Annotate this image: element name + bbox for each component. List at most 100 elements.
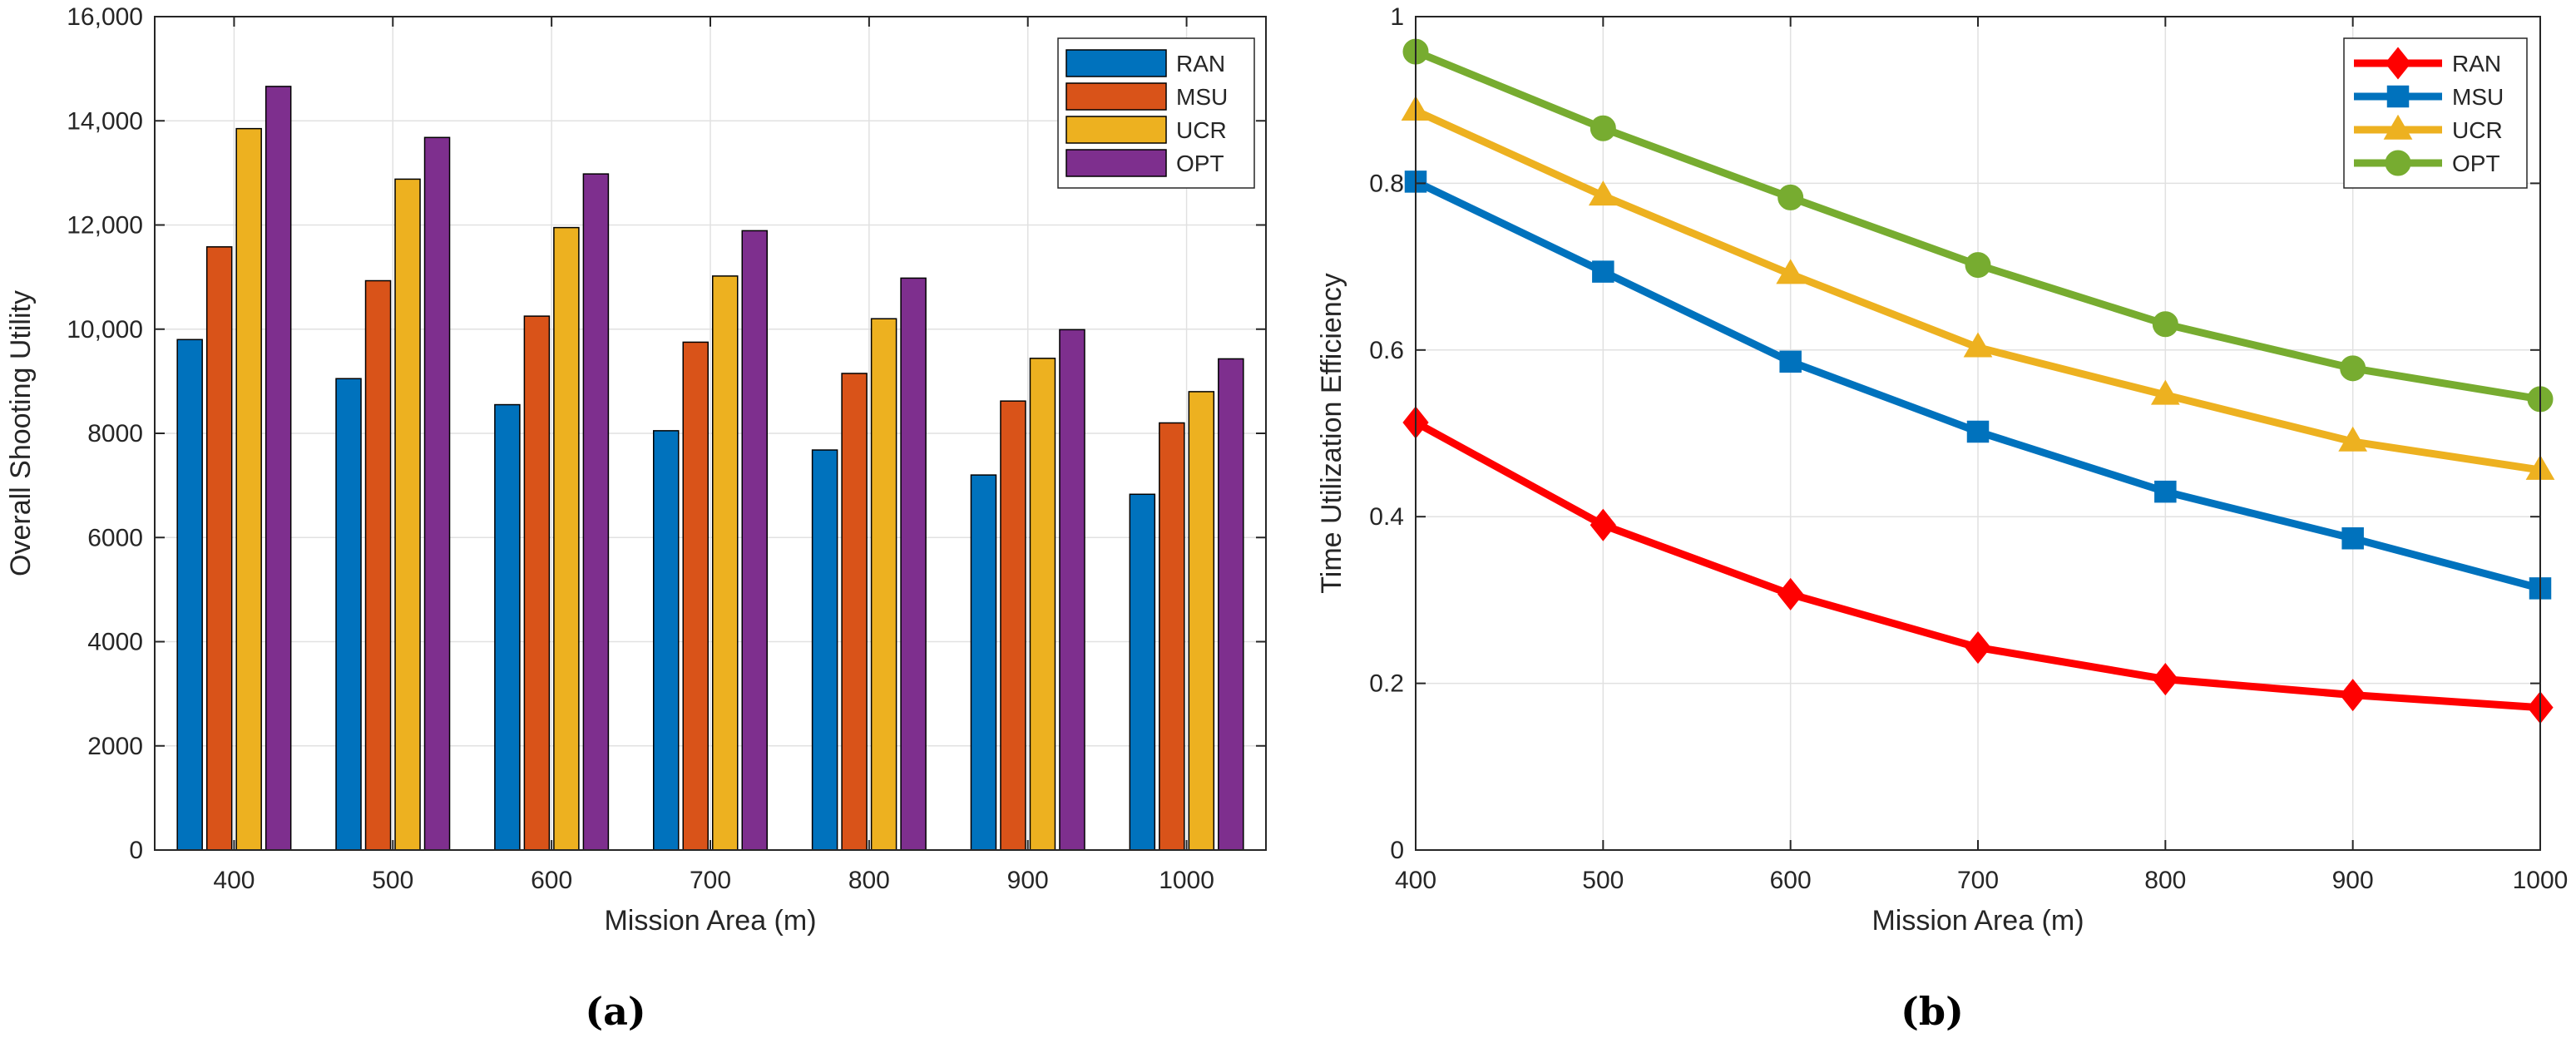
point-ucr-500 — [1588, 180, 1618, 206]
point-opt-600 — [1777, 184, 1804, 210]
point-opt-800 — [2152, 311, 2178, 338]
bar-ucr-1000 — [1188, 391, 1215, 851]
legend-marker-ucr — [2383, 114, 2413, 140]
x-tick-label: 700 — [1957, 867, 1999, 894]
bar-ucr-900 — [1029, 358, 1056, 851]
x-tick-label: 1000 — [2513, 867, 2569, 894]
y-tick-label: 0 — [129, 837, 143, 864]
legend-b: RAN MSU UCR OPT — [2343, 37, 2528, 189]
legend-label-msu: MSU — [2452, 84, 2504, 110]
legend-label-opt: OPT — [1176, 151, 1224, 176]
bar-opt-1000 — [1218, 358, 1244, 851]
point-opt-500 — [1590, 115, 1616, 141]
point-ucr-600 — [1776, 259, 1806, 284]
point-msu-500 — [1592, 260, 1614, 283]
legend-swatch-ran — [1066, 49, 1167, 77]
bar-msu-500 — [364, 279, 392, 851]
bar-ran-800 — [811, 449, 838, 851]
bar-ucr-700 — [712, 275, 739, 851]
y-tick-label: 10,000 — [67, 316, 143, 344]
x-tick-label: 600 — [531, 867, 572, 894]
bar-msu-600 — [523, 315, 551, 851]
point-opt-900 — [2340, 355, 2366, 382]
x-tick-label: 800 — [848, 867, 890, 894]
point-ran-600 — [1777, 577, 1804, 610]
legend-label-msu: MSU — [1176, 84, 1228, 110]
y-tick-label: 6000 — [87, 524, 143, 551]
bar-opt-500 — [423, 136, 451, 851]
legend-label-ucr: UCR — [1176, 117, 1227, 143]
bar-msu-400 — [205, 246, 233, 851]
x-tick-label: 400 — [213, 867, 255, 894]
bar-opt-700 — [741, 230, 768, 851]
y-tick-label: 14,000 — [67, 107, 143, 135]
legend-label-ran: RAN — [2452, 51, 2501, 77]
point-msu-600 — [1779, 350, 1802, 373]
y-tick-label: 4000 — [87, 629, 143, 656]
y-axis-label-b: Time Utilization Efficiency — [1316, 273, 1347, 593]
point-msu-700 — [1966, 420, 1990, 443]
y-tick-label: 2000 — [87, 733, 143, 760]
panel-caption-b: (b) — [1901, 989, 1964, 1034]
bar-ran-600 — [494, 403, 521, 851]
legend-marker-ran — [2385, 47, 2411, 80]
legend-marker-msu — [2386, 85, 2410, 108]
bar-opt-800 — [900, 277, 927, 851]
legend-swatch-ucr — [1066, 116, 1167, 144]
x-tick-label: 400 — [1395, 867, 1436, 894]
x-axis-label-b: Mission Area (m) — [1871, 905, 2084, 937]
bar-ran-700 — [653, 430, 680, 851]
bar-msu-800 — [841, 373, 868, 851]
y-tick-label: 8000 — [87, 420, 143, 447]
legend-swatch-opt — [1066, 149, 1167, 177]
bar-ran-900 — [970, 474, 997, 851]
legend-label-ucr: UCR — [2452, 117, 2503, 143]
y-tick-label: 0.2 — [1369, 670, 1404, 698]
point-ran-700 — [1965, 630, 1991, 665]
bar-ucr-800 — [870, 318, 897, 851]
x-tick-label: 1000 — [1159, 867, 1214, 894]
x-tick-label: 500 — [372, 867, 413, 894]
bar-ran-500 — [335, 378, 362, 851]
chart-b: 0 0.2 0.4 0.6 0.8 1 400 500 600 700 800 900 1000 Mis… — [1316, 3, 2568, 1034]
bar-ran-400 — [176, 339, 203, 851]
x-tick-label: 900 — [1007, 867, 1049, 894]
legend-swatch-msu — [1066, 82, 1167, 111]
y-tick-label: 0.6 — [1369, 337, 1404, 364]
x-axis-label-a: Mission Area (m) — [604, 905, 816, 937]
point-ran-800 — [2152, 663, 2178, 696]
point-opt-700 — [1965, 252, 1991, 279]
legend-label-opt: OPT — [2452, 151, 2500, 176]
bar-ucr-500 — [394, 178, 421, 851]
point-msu-800 — [2154, 480, 2177, 503]
y-tick-label: 0 — [1390, 837, 1404, 864]
x-tick-label: 600 — [1770, 867, 1812, 894]
y-tick-label: 12,000 — [67, 212, 143, 240]
x-tick-label: 800 — [2144, 867, 2186, 894]
bar-opt-900 — [1059, 329, 1085, 851]
y-tick-label: 0.8 — [1369, 170, 1404, 197]
legend-marker-opt — [2385, 150, 2411, 176]
point-ran-900 — [2340, 679, 2366, 712]
bar-msu-700 — [682, 341, 709, 851]
bar-msu-900 — [1000, 400, 1026, 851]
chart-a: 0 2000 4000 6000 8000 10,000 12,000 14,000 16,00… — [5, 3, 1267, 1034]
bar-opt-600 — [582, 173, 610, 851]
y-axis-label-a: Overall Shooting Utility — [5, 290, 37, 576]
bar-ucr-600 — [553, 226, 580, 851]
y-tick-label: 1 — [1390, 3, 1404, 31]
x-tick-label: 700 — [690, 867, 731, 894]
bar-opt-400 — [265, 86, 292, 851]
y-tick-label: 16,000 — [67, 3, 143, 31]
point-ran-500 — [1590, 508, 1616, 541]
legend-a: RAN MSU UCR OPT — [1057, 37, 1255, 189]
x-tick-label: 900 — [2332, 867, 2374, 894]
point-ucr-800 — [2150, 379, 2180, 405]
y-tick-label: 0.4 — [1369, 503, 1404, 531]
bar-msu-1000 — [1159, 422, 1185, 851]
x-tick-label: 500 — [1582, 867, 1624, 894]
point-ucr-900 — [2338, 426, 2368, 452]
panel-caption-a: (a) — [585, 989, 645, 1034]
point-ucr-700 — [1963, 332, 1993, 358]
